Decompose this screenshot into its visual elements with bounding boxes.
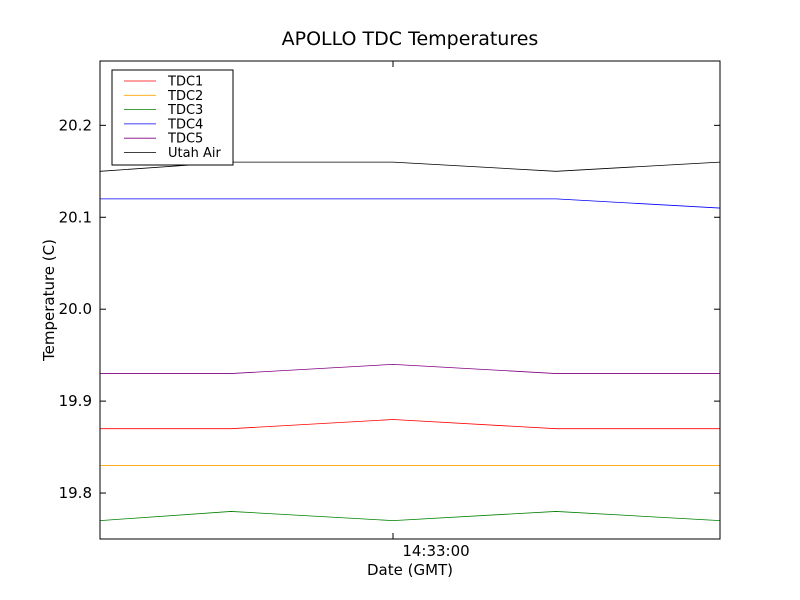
legend-box xyxy=(111,69,234,166)
series-line-4 xyxy=(100,363,720,374)
series-line-3 xyxy=(100,198,721,209)
legend-label-5: Utah Air xyxy=(168,146,221,161)
legend-label-4: TDC5 xyxy=(167,132,203,147)
legend-label-0: TDC1 xyxy=(167,75,203,90)
chart-title: APOLLO TDC Temperatures xyxy=(282,28,539,50)
y-tick-label: 20.0 xyxy=(59,300,92,318)
y-tick-label: 19.8 xyxy=(59,484,92,502)
y-tick-label: 20.1 xyxy=(59,208,92,226)
legend-label-1: TDC2 xyxy=(167,89,203,104)
legend-label-2: TDC3 xyxy=(167,103,203,118)
x-axis-ticks: 14:33:00 xyxy=(392,61,470,560)
legend-label-3: TDC4 xyxy=(167,117,203,132)
y-tick-label: 20.2 xyxy=(59,116,92,134)
y-axis-label: Temperature (C) xyxy=(40,239,58,362)
plot-frame xyxy=(99,60,721,540)
x-axis-label: Date (GMT) xyxy=(367,561,453,579)
y-tick-label: 19.9 xyxy=(59,392,92,410)
series-line-0 xyxy=(100,419,720,430)
series-line-2 xyxy=(99,511,721,522)
plot-lines xyxy=(99,161,721,522)
x-tick-label: 14:33:00 xyxy=(402,542,469,560)
y-axis-ticks: 19.8 19.9 20.0 20.1 20.2 xyxy=(59,116,720,502)
